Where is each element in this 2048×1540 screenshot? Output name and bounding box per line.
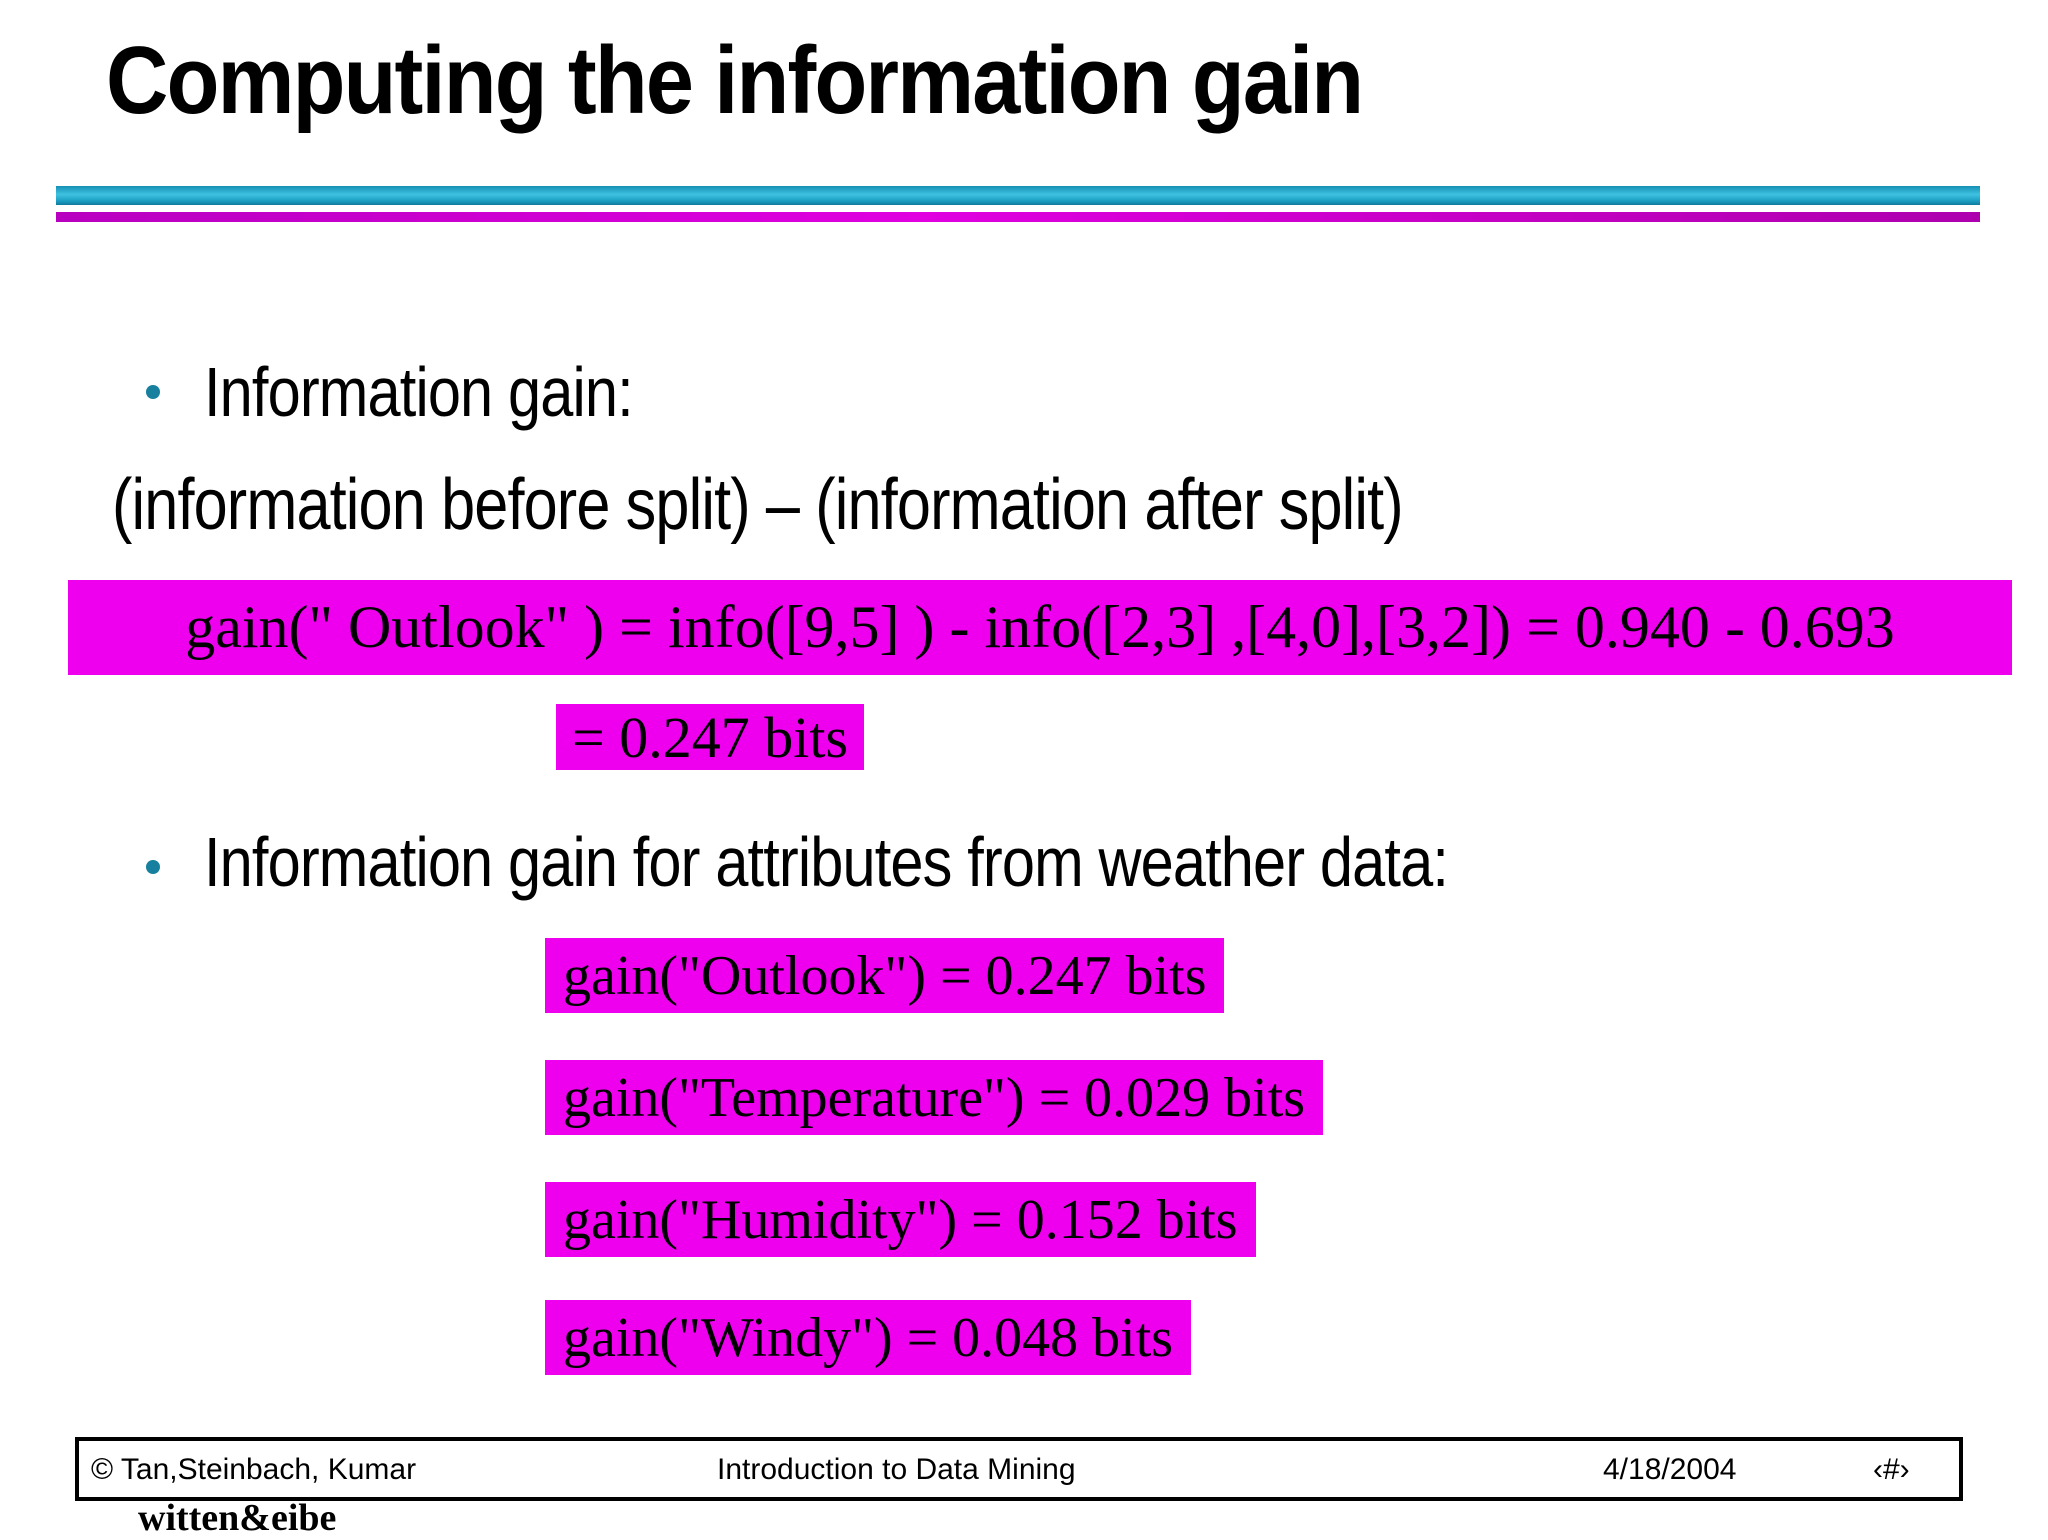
title-rule-purple xyxy=(56,212,1980,222)
gain-humidity-line: gain("Humidity") = 0.152 bits xyxy=(545,1182,1256,1257)
gain-outlook-result-formula: = 0.247 bits xyxy=(556,704,865,770)
footer-date: 4/18/2004 xyxy=(1603,1453,1737,1486)
footer-copyright: © Tan,Steinbach, Kumar xyxy=(91,1453,417,1486)
slide-title: Computing the information gain xyxy=(106,26,1502,136)
bullet2-heading: Information gain for attributes from wea… xyxy=(204,822,1668,902)
bullet1-label: Information gain: xyxy=(204,353,634,431)
gain-outlook-line: gain("Outlook") = 0.247 bits xyxy=(545,938,1225,1013)
bullet2-label: Information gain for attributes from wea… xyxy=(204,823,1449,901)
footer-attribution: witten&eibe xyxy=(138,1497,337,1539)
gain-outlook-derivation-text: gain(" Outlook" ) = info([9,5] ) - info(… xyxy=(185,594,1895,660)
footer-page-number: ‹#› xyxy=(1873,1453,1910,1486)
gain-windy-line: gain("Windy") = 0.048 bits xyxy=(545,1300,1192,1375)
title-rule-cyan xyxy=(56,186,1980,205)
gain-windy-value: gain("Windy") = 0.048 bits xyxy=(563,1306,1174,1369)
gain-temperature-value: gain("Temperature") = 0.029 bits xyxy=(563,1066,1306,1129)
slide-title-text: Computing the information gain xyxy=(106,27,1364,134)
bullet-icon xyxy=(146,860,160,874)
bullet-icon xyxy=(146,385,160,399)
footer-bar: © Tan,Steinbach, Kumar Introduction to D… xyxy=(75,1437,1963,1501)
gain-outlook-result-text: = 0.247 bits xyxy=(572,704,849,770)
footer-course-title: Introduction to Data Mining xyxy=(717,1453,1076,1486)
information-gain-definition: (information before split) – (informatio… xyxy=(112,464,1631,546)
gain-outlook-derivation-formula: gain(" Outlook" ) = info([9,5] ) - info(… xyxy=(68,580,2012,675)
information-gain-definition-text: (information before split) – (informatio… xyxy=(112,465,1404,545)
gain-outlook-value: gain("Outlook") = 0.247 bits xyxy=(563,944,1207,1007)
gain-temperature-line: gain("Temperature") = 0.029 bits xyxy=(545,1060,1324,1135)
gain-humidity-value: gain("Humidity") = 0.152 bits xyxy=(563,1188,1238,1251)
bullet1-heading: Information gain: xyxy=(204,352,708,432)
